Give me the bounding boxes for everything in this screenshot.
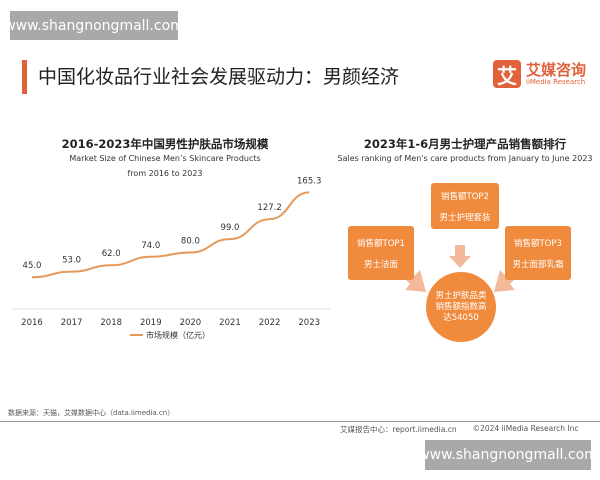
top1-box: 销售额TOP1 男士洁面 <box>348 226 414 280</box>
x-tick-label: 2022 <box>259 318 281 328</box>
data-label: 62.0 <box>102 249 121 259</box>
top3-box: 销售额TOP3 男士面部乳霜 <box>505 226 571 280</box>
logo-mark: 艾 <box>493 60 521 88</box>
top2-name: 男士护理套装 <box>439 212 491 223</box>
top1-name: 男士洁面 <box>363 259 398 270</box>
arrow-down-icon <box>449 245 471 268</box>
x-tick-label: 2018 <box>100 318 122 328</box>
watermark: www.shangnongmall.com <box>4 11 184 40</box>
data-label: 165.3 <box>297 176 321 186</box>
data-label: 74.0 <box>141 241 160 251</box>
data-source: 数据来源：天猫，艾媒数据中心（data.iimedia.cn） <box>8 409 175 417</box>
logo-cn: 艾媒咨询 <box>526 61 587 79</box>
chart-subtitle: Market Size of Chinese Men’s Skincare Pr… <box>0 151 330 181</box>
series-line <box>31 191 310 279</box>
data-label: 80.0 <box>181 237 200 247</box>
top3-name: 男士面部乳霜 <box>512 259 564 270</box>
footer: 艾媒报告中心：report.iimedia.cn ©2024 iiMedia R… <box>340 424 579 435</box>
ranking-subtitle: Sales ranking of Men's care products fro… <box>337 154 593 163</box>
copyright: ©2024 iiMedia Research Inc <box>472 424 579 433</box>
data-label: 99.0 <box>221 223 240 233</box>
x-tick-label: 2016 <box>21 318 43 328</box>
x-tick-label: 2021 <box>219 318 241 328</box>
data-label: 45.0 <box>23 261 42 271</box>
top3-rank: 销售额TOP3 <box>514 238 562 249</box>
top2-rank: 销售额TOP2 <box>441 191 489 202</box>
divider <box>0 421 600 422</box>
x-tick-label: 2019 <box>140 318 162 328</box>
logo-en: iiMedia Research <box>526 78 586 86</box>
logo: 艾 艾媒咨询 iiMedia Research <box>493 60 586 88</box>
chart-subtitle-line2: from 2016 to 2023 <box>127 169 203 178</box>
data-label: 127.2 <box>257 203 281 213</box>
x-tick-label: 2020 <box>180 318 202 328</box>
data-label: 53.0 <box>62 256 81 266</box>
chart-subtitle-line1: Market Size of Chinese Men’s Skincare Pr… <box>69 154 261 163</box>
ranking-title: 2023年1-6月男士护理产品销售额排行 <box>363 137 567 151</box>
x-tick-label: 2017 <box>61 318 83 328</box>
watermark: www.shangnongmall.com <box>418 440 598 470</box>
x-tick-label: 2023 <box>298 318 320 328</box>
title-accent-bar <box>22 60 27 94</box>
legend-label: 市场规模（亿元） <box>146 330 210 340</box>
page-title: 中国化妆品行业社会发展驱动力：男颜经济 <box>38 66 400 88</box>
report-center: 艾媒报告中心：report.iimedia.cn <box>340 425 457 434</box>
chart-title: 2016-2023年中国男性护肤品市场规模 <box>61 137 269 151</box>
line-chart: 45.0 2016 53.0 2017 62.0 2018 74.0 2019 80.0 2020… <box>12 176 330 340</box>
center-circle: 男士护肤品类销售额指数高达54050 <box>426 272 496 342</box>
top1-rank: 销售额TOP1 <box>357 238 405 249</box>
top2-box: 销售额TOP2 男士护理套装 <box>431 183 499 229</box>
